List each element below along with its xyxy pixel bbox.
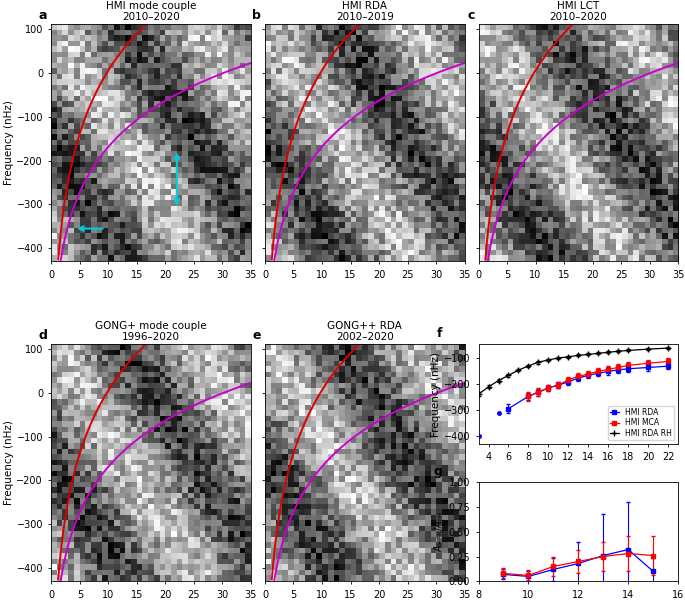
Y-axis label: Frequency (nHz): Frequency (nHz) (3, 100, 14, 185)
Title: HMI RDA
2010–2019: HMI RDA 2010–2019 (336, 1, 394, 22)
Y-axis label: $A_{\rm HFR}/A_{\rm rH}$: $A_{\rm HFR}/A_{\rm rH}$ (432, 512, 446, 552)
Title: GONG++ RDA
2002–2020: GONG++ RDA 2002–2020 (327, 321, 402, 342)
Y-axis label: Frequency (nHz): Frequency (nHz) (431, 352, 441, 436)
Y-axis label: Frequency (nHz): Frequency (nHz) (3, 420, 14, 506)
Text: g: g (434, 465, 443, 478)
Text: a: a (39, 9, 47, 22)
Title: GONG+ mode couple
1996–2020: GONG+ mode couple 1996–2020 (95, 321, 207, 342)
Text: d: d (38, 329, 47, 342)
Text: e: e (253, 329, 261, 342)
Title: HMI LCT
2010–2020: HMI LCT 2010–2020 (549, 1, 607, 22)
Text: b: b (252, 9, 261, 22)
Title: HMI mode couple
2010–2020: HMI mode couple 2010–2020 (106, 1, 197, 22)
Text: c: c (467, 9, 475, 22)
Text: f: f (437, 327, 443, 340)
Legend: HMI RDA, HMI MCA, HMI RDA RH: HMI RDA, HMI MCA, HMI RDA RH (608, 406, 674, 440)
